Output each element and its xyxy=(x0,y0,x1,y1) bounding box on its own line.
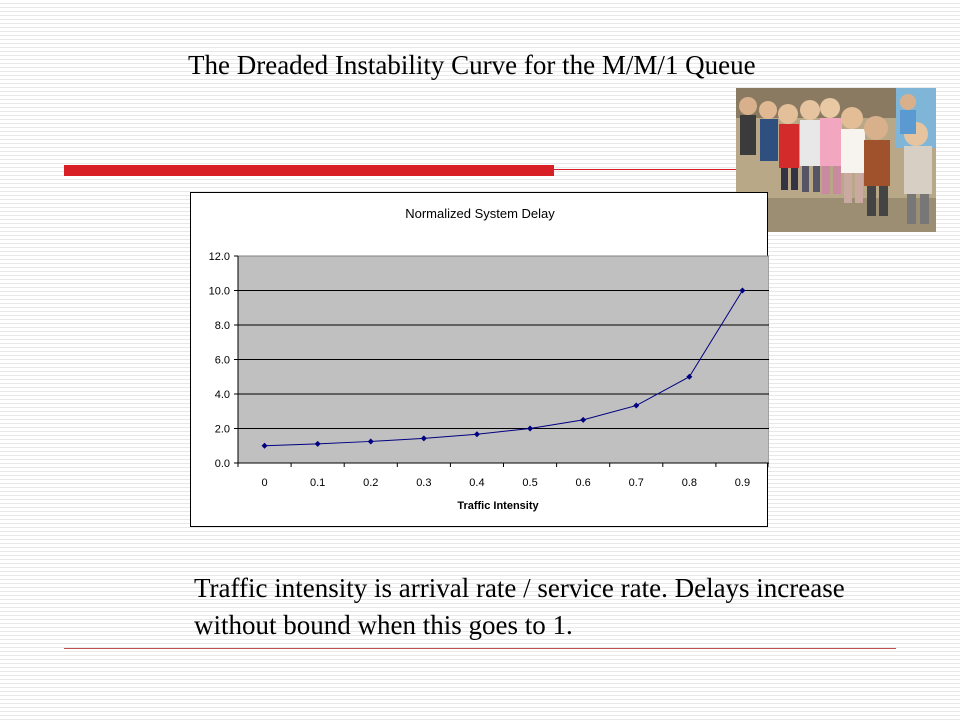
data-point xyxy=(527,425,534,432)
chart-frame: Normalized System Delay 0.0 2.0 4.0 6.0 8.0 1… xyxy=(190,192,769,527)
x-tick-label: 0.6 xyxy=(576,477,591,489)
y-tick-label: 10.0 xyxy=(209,286,230,298)
title-underline-thin xyxy=(554,169,754,170)
y-tick-label: 6.0 xyxy=(215,355,230,367)
y-tick-label: 0.0 xyxy=(215,458,230,470)
data-point xyxy=(314,440,321,447)
data-point xyxy=(686,373,693,380)
series-line xyxy=(264,290,743,447)
delay-chart: Normalized System Delay 0.0 2.0 4.0 6.0 8.0 1… xyxy=(209,206,769,512)
x-tick-label: 0.7 xyxy=(629,477,644,489)
x-tick-label: 0.8 xyxy=(682,477,697,489)
x-axis-label: Traffic Intensity xyxy=(457,500,539,512)
data-point xyxy=(473,431,480,438)
data-point xyxy=(580,416,587,423)
data-point xyxy=(261,442,268,449)
queue-photo xyxy=(736,88,936,232)
data-point xyxy=(420,435,427,442)
x-tick-label: 0.4 xyxy=(469,477,484,489)
x-tick-label: 0.1 xyxy=(310,477,325,489)
data-point xyxy=(739,287,746,294)
y-tick-label: 12.0 xyxy=(209,251,230,263)
x-tick-label: 0.9 xyxy=(735,477,750,489)
x-tick-label: 0.2 xyxy=(363,477,378,489)
y-tick-label: 8.0 xyxy=(215,320,230,332)
queue-photo-illustration xyxy=(736,88,936,232)
y-tick-label: 4.0 xyxy=(215,389,230,401)
y-tick-label: 2.0 xyxy=(215,424,230,436)
x-tick-label: 0 xyxy=(261,477,267,489)
chart-title: Normalized System Delay xyxy=(405,206,555,221)
x-tick-label: 0.3 xyxy=(416,477,431,489)
data-point xyxy=(367,438,374,445)
x-tick-label: 0.5 xyxy=(522,477,537,489)
bottom-divider xyxy=(64,648,896,649)
data-point xyxy=(633,402,640,409)
slide-caption: Traffic intensity is arrival rate / serv… xyxy=(194,573,845,640)
title-underline-bar xyxy=(64,165,554,176)
slide-title: The Dreaded Instability Curve for the M/… xyxy=(188,50,756,80)
